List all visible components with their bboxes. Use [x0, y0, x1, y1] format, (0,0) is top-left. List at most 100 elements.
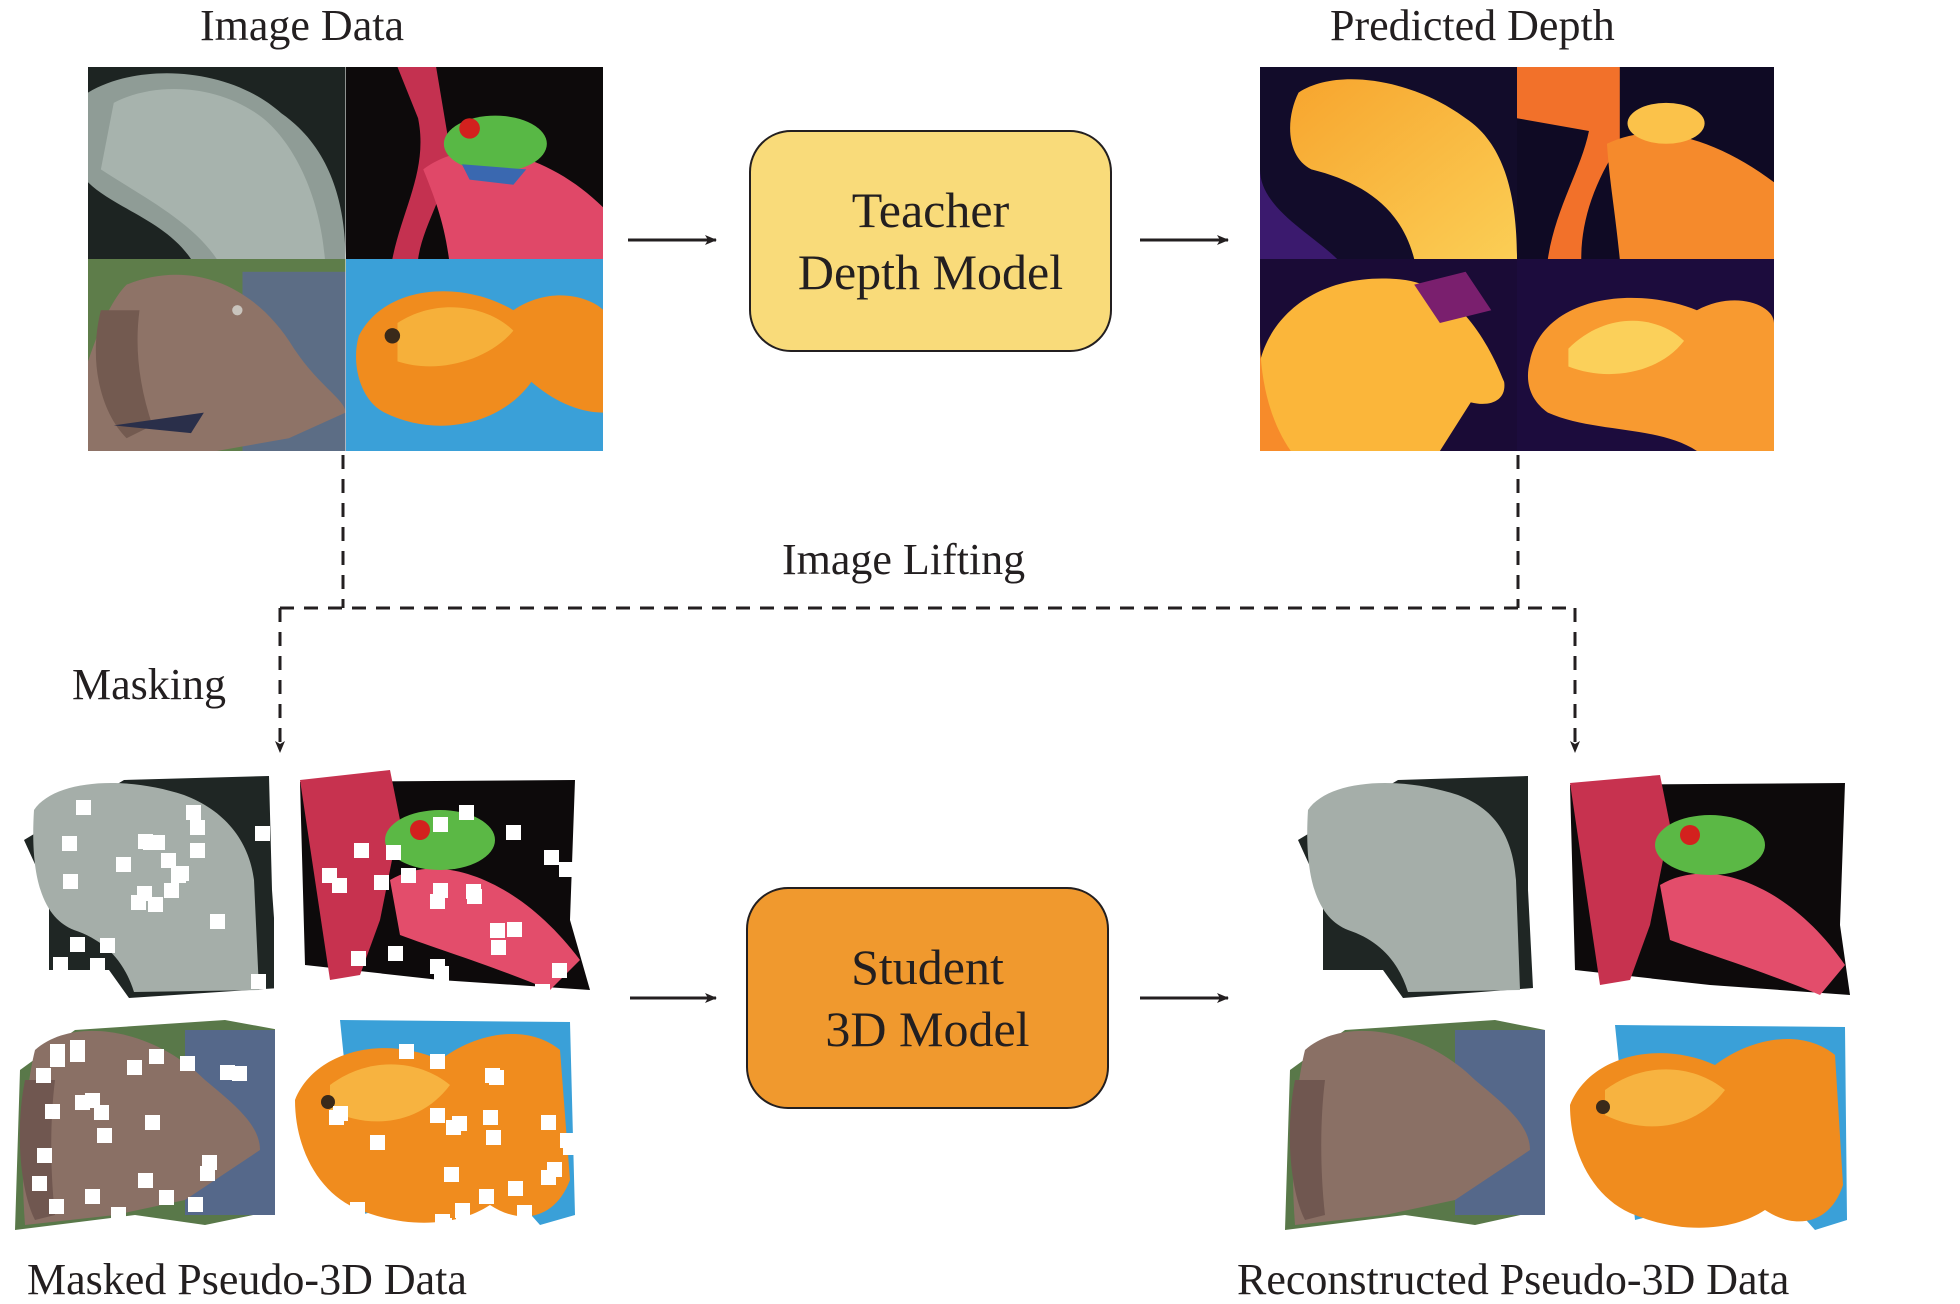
mask-patch [401, 868, 416, 883]
mask-patch [50, 1052, 65, 1067]
mask-patch [467, 889, 482, 904]
mask-patch [370, 1135, 385, 1150]
mask-patch [85, 1189, 100, 1204]
mask-patch [489, 1070, 504, 1085]
teacher-depth-model-node: Teacher Depth Model [749, 130, 1112, 352]
mask-patch [251, 974, 266, 989]
mask-patch [491, 940, 506, 955]
student-line2: 3D Model [825, 1001, 1030, 1057]
mask-patch [350, 1202, 365, 1217]
mask-patch [90, 958, 105, 973]
mask-patch [444, 1167, 459, 1182]
mask-patch [100, 938, 115, 953]
mask-patch [541, 1115, 556, 1130]
predicted-depth-label: Predicted Depth [1330, 1, 1615, 50]
masking-label: Masking [72, 660, 226, 709]
mask-patch [446, 1120, 461, 1135]
mask-patch [70, 1040, 85, 1055]
mask-patch [479, 1189, 494, 1204]
mask-patch [190, 843, 205, 858]
mask-patch [387, 982, 402, 997]
mask-patch [138, 1173, 153, 1188]
masked-data-label: Masked Pseudo-3D Data [27, 1255, 467, 1304]
mask-patch [159, 1190, 174, 1205]
mask-patch [53, 966, 68, 981]
mask-patch [97, 1128, 112, 1143]
mask-patch [62, 836, 77, 851]
reconstructed-data-label: Reconstructed Pseudo-3D Data [1237, 1255, 1790, 1304]
mask-patch [255, 826, 270, 841]
manatee-depth [1260, 67, 1517, 259]
predicted-depth-grid [1260, 67, 1774, 451]
mask-patch [483, 1110, 498, 1125]
mask-patch [76, 800, 91, 815]
mask-patch [507, 922, 522, 937]
mask-patch [145, 1115, 160, 1130]
manatee-image [88, 67, 346, 259]
mask-patch [116, 857, 131, 872]
mask-patch [374, 875, 389, 890]
mask-patch [188, 1197, 203, 1212]
mask-patch [232, 1066, 247, 1081]
mask-patch [202, 1155, 217, 1170]
goldfish-image [345, 259, 603, 451]
mask-patch [32, 1176, 47, 1191]
frog-depth [1517, 67, 1774, 259]
mask-patch [552, 963, 567, 978]
dog-depth [1260, 259, 1517, 451]
mask-patch [37, 1148, 52, 1163]
dog-image [88, 259, 346, 451]
mask-patch [49, 1199, 64, 1214]
mask-patch [36, 1068, 51, 1083]
mask-patch [180, 1056, 195, 1071]
mask-patch [63, 874, 78, 889]
mask-patch [388, 946, 403, 961]
mask-patch [45, 1104, 60, 1119]
mask-patch [329, 1110, 344, 1125]
mask-patch [127, 1060, 142, 1075]
mask-patch [111, 1207, 126, 1222]
mask-patch [143, 835, 158, 850]
mask-patch [220, 1065, 235, 1080]
mask-patch [544, 850, 559, 865]
mask-patch [541, 1170, 556, 1185]
reconstructed-dog [1275, 1010, 1550, 1240]
image-lifting-label: Image Lifting [782, 535, 1026, 584]
mask-patch [190, 820, 205, 835]
frog-image [345, 67, 603, 259]
mask-patch [75, 1095, 90, 1110]
mask-patch [354, 843, 369, 858]
mask-patch [559, 862, 574, 877]
mask-patch [490, 923, 505, 938]
mask-patch [486, 1130, 501, 1145]
mask-patch [456, 1218, 471, 1233]
reconstructed-goldfish [1565, 1015, 1850, 1240]
reconstructed-frog [1560, 765, 1850, 1005]
mask-patch [386, 845, 401, 860]
mask-patch [342, 988, 357, 1003]
mask-patch [430, 1108, 445, 1123]
mask-patch [517, 1205, 532, 1220]
mask-patch [131, 895, 146, 910]
mask-patch [94, 1105, 109, 1120]
mask-patch [161, 853, 176, 868]
reconstructed-manatee [1288, 770, 1548, 1000]
teacher-line2: Depth Model [797, 244, 1064, 300]
mask-patch [437, 1218, 452, 1233]
mask-patch [535, 984, 550, 999]
image-data-grid [88, 67, 603, 451]
mask-patch [506, 825, 521, 840]
teacher-line1: Teacher [851, 181, 1010, 238]
mask-patch [459, 805, 474, 820]
mask-patch [455, 1203, 470, 1218]
mask-patch [433, 817, 448, 832]
mask-patch [351, 951, 366, 966]
mask-patch [508, 1181, 523, 1196]
mask-patch [322, 868, 337, 883]
mask-patch [74, 977, 89, 992]
mask-patch [433, 883, 448, 898]
image-data-label: Image Data [200, 1, 404, 50]
student-3d-model-node: Student 3D Model [746, 887, 1109, 1109]
mask-patch [560, 1133, 575, 1148]
